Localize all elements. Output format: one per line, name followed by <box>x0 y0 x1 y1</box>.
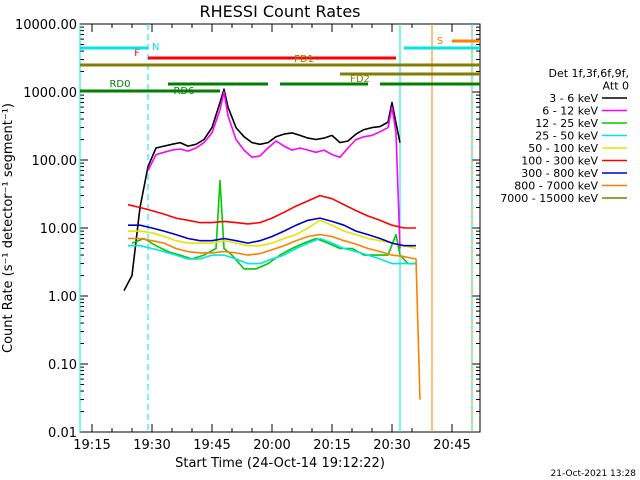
state-bar-label-rd6: RD6 <box>173 86 194 97</box>
legend-label: 25 - 50 keV <box>535 130 598 143</box>
legend-label: 7000 - 15000 keV <box>500 192 598 205</box>
x-axis-label: Start Time (24-Oct-14 19:12:22) <box>175 456 385 471</box>
series-line-4 <box>128 219 417 250</box>
legend-label: 50 - 100 keV <box>528 142 598 155</box>
x-tick-label: 20:15 <box>313 438 350 453</box>
x-tick-label: 19:45 <box>193 438 230 453</box>
series-line-6 <box>128 217 416 247</box>
legend-label: 12 - 25 keV <box>535 117 598 130</box>
state-bar-label-rd0: RD0 <box>109 79 130 90</box>
x-tick-label: 19:15 <box>73 438 110 453</box>
x-tick-label: 19:30 <box>133 438 170 453</box>
series-line-3 <box>128 237 416 265</box>
legend-label: 3 - 6 keV <box>549 92 598 105</box>
x-tick-label: 20:00 <box>253 438 290 453</box>
series-line-1 <box>147 91 401 249</box>
legend-label: 100 - 300 keV <box>521 155 598 168</box>
y-tick-label: 10000.00 <box>15 18 77 33</box>
state-bar-label-s: S <box>437 36 443 47</box>
legend-label: 800 - 7000 keV <box>514 180 598 193</box>
y-tick-label: 0.01 <box>48 426 77 441</box>
legend-header: Det 1f,3f,6f,9f, <box>548 67 629 80</box>
series-line-5 <box>127 194 416 229</box>
y-tick-label: 1.00 <box>48 290 77 305</box>
x-tick-label: 20:45 <box>433 438 470 453</box>
state-bar-label-fd1: FD1 <box>294 54 314 65</box>
footer-timestamp: 21-Oct-2021 13:28 <box>551 469 637 479</box>
y-axis-label: Count Rate (s⁻¹ detector⁻¹ segment⁻¹) <box>1 103 16 353</box>
y-tick-label: 0.10 <box>48 358 77 373</box>
legend-header: Att 0 <box>603 80 629 93</box>
x-tick-label: 20:30 <box>373 438 410 453</box>
y-tick-label: 1000.00 <box>23 86 77 101</box>
legend-label: 300 - 800 keV <box>521 167 598 180</box>
y-tick-label: 100.00 <box>32 154 78 169</box>
y-tick-label: 10.00 <box>40 222 77 237</box>
state-bar-label-f: F <box>134 48 140 59</box>
series-line-2 <box>131 179 416 270</box>
series-line-0 <box>123 88 401 291</box>
legend-label: 6 - 12 keV <box>542 105 598 118</box>
chart-title: RHESSI Count Rates <box>200 2 361 21</box>
state-bar-label-fd2: FD2 <box>350 74 370 85</box>
plot-area: 0.01 0.10 1.00 10.00 100.00 1000.00 10000.00 19… <box>15 18 481 453</box>
state-bar-label-n: N <box>152 42 159 53</box>
series-line-7 <box>128 233 421 400</box>
